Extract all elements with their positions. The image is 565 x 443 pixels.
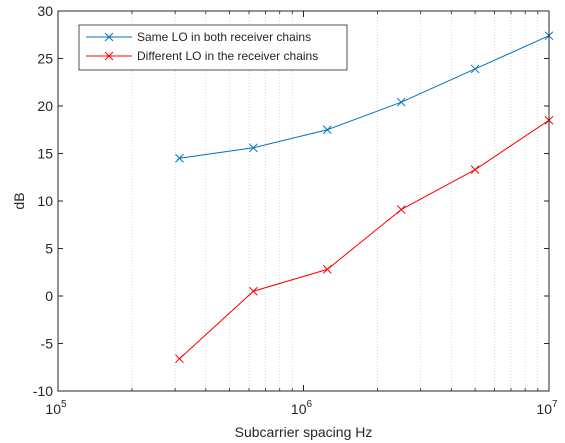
data-point-marker (249, 286, 258, 296)
data-point-marker (470, 165, 480, 175)
data-point-marker (175, 354, 184, 364)
y-tick-label: 25 (37, 51, 53, 67)
legend-label-1: Different LO in the receiver chains (137, 49, 318, 63)
legend-box (78, 24, 348, 71)
y-tick-label: 10 (37, 193, 53, 209)
x-tick-label: 107 (536, 399, 558, 417)
series-layer (175, 31, 554, 364)
y-tick-label: -10 (33, 383, 53, 399)
data-point-marker (322, 265, 332, 274)
x-tick-labels: 105 106 107 (45, 399, 558, 417)
y-tick-label: 0 (45, 288, 53, 304)
y-tick-label: -5 (41, 336, 54, 352)
data-point-marker (249, 143, 258, 153)
grid (131, 11, 539, 391)
data-point-marker (322, 125, 332, 135)
plot-background (58, 11, 549, 391)
y-tick-labels: -10 -5 0 5 10 15 20 25 30 (33, 3, 53, 399)
legend: Same LO in both receiver chains Different… (78, 24, 348, 71)
y-tick-label: 15 (37, 146, 53, 162)
y-tick-label: 30 (37, 3, 53, 19)
x-axis-label: Subcarrier spacing Hz (235, 424, 373, 440)
series-line-0 (179, 35, 550, 159)
ticks (57, 10, 550, 392)
data-point-marker (396, 97, 406, 107)
data-point-marker (175, 153, 184, 163)
data-point-marker (470, 64, 480, 74)
y-tick-label: 5 (45, 241, 53, 257)
x-tick-label: 105 (45, 399, 67, 417)
y-tick-label: 20 (37, 98, 53, 114)
x-tick-label: 106 (291, 399, 313, 417)
legend-label-0: Same LO in both receiver chains (137, 30, 311, 44)
data-point-marker (396, 205, 406, 214)
legend-marker-1 (104, 51, 114, 61)
legend-marker-0 (104, 32, 114, 42)
y-axis-label: dB (11, 192, 27, 209)
series-line-1 (179, 119, 550, 360)
